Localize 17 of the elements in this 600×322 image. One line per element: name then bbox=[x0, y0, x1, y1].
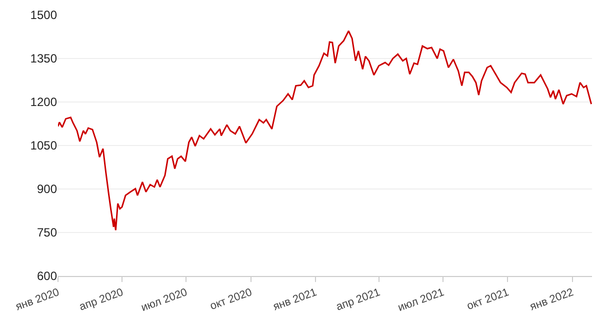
x-tick-label: апр 2020 bbox=[78, 286, 125, 314]
x-tick-label: янв 2021 bbox=[272, 286, 318, 314]
y-tick-label: 1050 bbox=[30, 138, 58, 153]
x-tick-label: окт 2021 bbox=[465, 286, 510, 313]
line-series bbox=[58, 30, 592, 231]
y-tick-label: 600 bbox=[36, 269, 58, 284]
x-tick-label: июл 2021 bbox=[396, 286, 446, 314]
x-tick-label: янв 2022 bbox=[528, 286, 576, 314]
y-tick-label: 1200 bbox=[30, 95, 58, 110]
x-tick-label: апр 2021 bbox=[334, 286, 382, 314]
x-tick-label: янв 2020 bbox=[14, 286, 61, 314]
x-tick-label: окт 2020 bbox=[208, 286, 254, 313]
y-tick-label: 1500 bbox=[30, 8, 58, 22]
y-tick-label: 1350 bbox=[30, 52, 58, 66]
y-tick-label: 750 bbox=[36, 226, 58, 240]
x-tick-label: июл 2020 bbox=[140, 286, 189, 314]
y-tick-label: 900 bbox=[36, 182, 58, 196]
